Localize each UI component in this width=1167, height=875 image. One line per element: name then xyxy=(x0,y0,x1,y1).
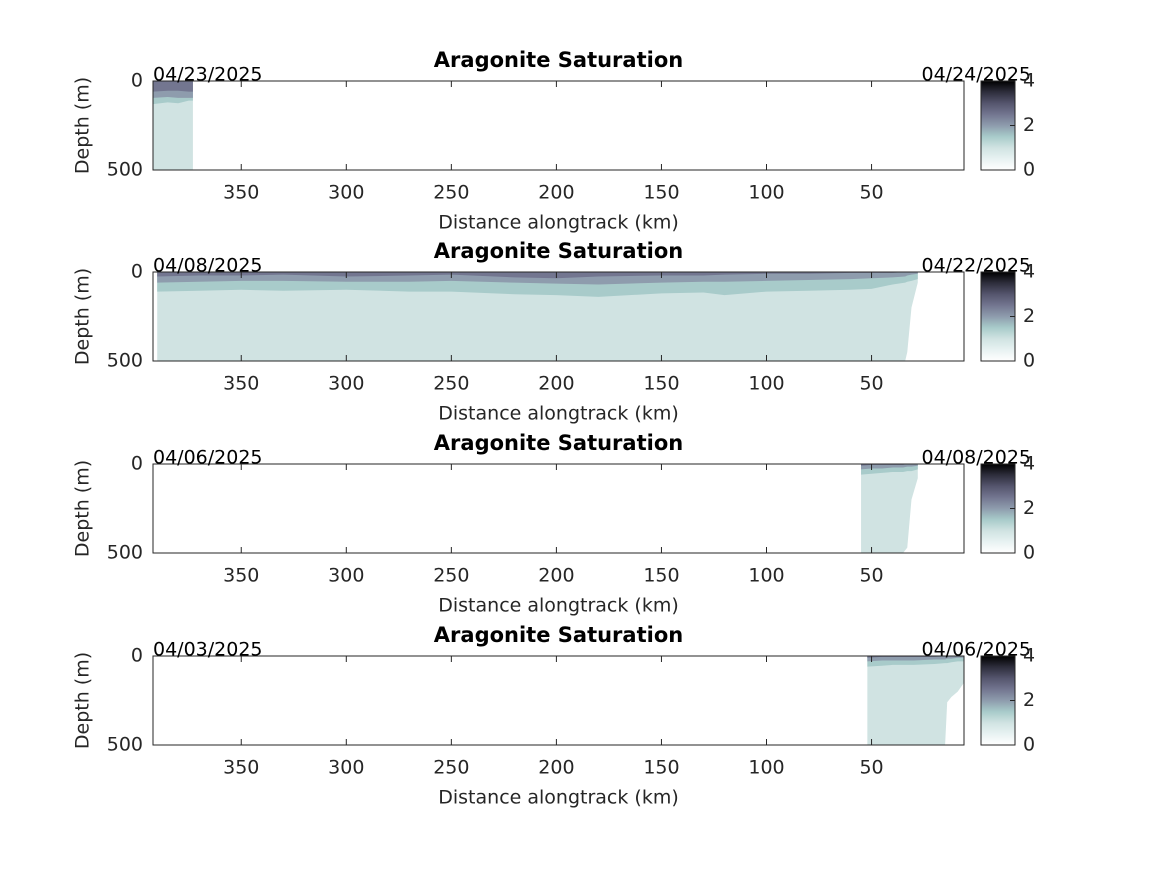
date-end: 04/06/2025 xyxy=(921,639,1031,661)
colorbar xyxy=(980,655,1016,746)
x-tick-label: 100 xyxy=(748,182,784,204)
colorbar-tick-label: 0 xyxy=(1023,350,1035,372)
axes-box xyxy=(152,655,965,746)
y-tick-label: 0 xyxy=(131,70,143,92)
contour-band xyxy=(867,656,964,745)
colorbar-tick-label: 2 xyxy=(1023,305,1035,327)
x-tick-label: 100 xyxy=(748,565,784,587)
plot-area xyxy=(153,656,964,745)
x-tick-label: 100 xyxy=(748,373,784,395)
colorbar xyxy=(980,463,1016,554)
x-tick-label: 350 xyxy=(223,373,259,395)
x-axis-label: Distance alongtrack (km) xyxy=(438,403,679,425)
colorbar-tick-label: 4 xyxy=(1023,70,1035,92)
contour-band xyxy=(157,272,918,279)
colorbar-tick-label: 2 xyxy=(1023,689,1035,711)
date-start: 04/23/2025 xyxy=(153,64,263,86)
date-end: 04/24/2025 xyxy=(921,64,1031,86)
y-tick-label: 500 xyxy=(107,350,143,372)
plot-area xyxy=(153,464,964,553)
colorbar-tick-label: 2 xyxy=(1023,114,1035,136)
x-tick-label: 50 xyxy=(859,182,883,204)
x-tick-label: 150 xyxy=(643,182,679,204)
y-axis-label: Depth (m) xyxy=(72,268,94,365)
plot-area xyxy=(153,81,964,170)
x-tick-label: 250 xyxy=(433,565,469,587)
x-tick-label: 200 xyxy=(538,373,574,395)
x-axis-label: Distance alongtrack (km) xyxy=(438,212,679,234)
x-tick-label: 250 xyxy=(433,182,469,204)
axes-box xyxy=(152,463,965,554)
chart-title: Aragonite Saturation xyxy=(434,48,683,72)
chart-title: Aragonite Saturation xyxy=(434,239,683,263)
chart-title: Aragonite Saturation xyxy=(434,623,683,647)
axes-box xyxy=(152,80,965,171)
y-axis-label: Depth (m) xyxy=(72,77,94,174)
x-axis-label: Distance alongtrack (km) xyxy=(438,787,679,809)
colorbar-tick-label: 4 xyxy=(1023,261,1035,283)
x-tick-label: 300 xyxy=(328,373,364,395)
x-tick-label: 150 xyxy=(643,373,679,395)
x-tick-label: 200 xyxy=(538,757,574,779)
x-tick-label: 50 xyxy=(859,565,883,587)
date-end: 04/08/2025 xyxy=(921,447,1031,469)
x-tick-label: 250 xyxy=(433,757,469,779)
x-tick-label: 300 xyxy=(328,565,364,587)
contour-band xyxy=(153,81,193,170)
contour-band xyxy=(153,81,193,92)
y-tick-label: 0 xyxy=(131,453,143,475)
x-tick-label: 150 xyxy=(643,757,679,779)
x-tick-label: 350 xyxy=(223,565,259,587)
y-axis-label: Depth (m) xyxy=(72,460,94,557)
x-tick-label: 150 xyxy=(643,565,679,587)
x-tick-label: 300 xyxy=(328,182,364,204)
date-start: 04/08/2025 xyxy=(153,255,263,277)
y-tick-label: 0 xyxy=(131,261,143,283)
colorbar-tick-label: 2 xyxy=(1023,497,1035,519)
x-tick-label: 200 xyxy=(538,182,574,204)
contour-band xyxy=(861,464,918,470)
x-tick-label: 200 xyxy=(538,565,574,587)
x-tick-label: 50 xyxy=(859,757,883,779)
y-tick-label: 500 xyxy=(107,542,143,564)
x-tick-label: 350 xyxy=(223,182,259,204)
x-axis-label: Distance alongtrack (km) xyxy=(438,595,679,617)
colorbar xyxy=(980,271,1016,362)
colorbar-tick-label: 0 xyxy=(1023,159,1035,181)
colorbar xyxy=(980,80,1016,171)
y-tick-label: 500 xyxy=(107,734,143,756)
date-end: 04/22/2025 xyxy=(921,255,1031,277)
y-tick-label: 500 xyxy=(107,159,143,181)
x-tick-label: 350 xyxy=(223,757,259,779)
colorbar-tick-label: 4 xyxy=(1023,645,1035,667)
contour-band xyxy=(867,656,964,662)
date-start: 04/06/2025 xyxy=(153,447,263,469)
chart-title: Aragonite Saturation xyxy=(434,431,683,455)
x-tick-label: 50 xyxy=(859,373,883,395)
date-start: 04/03/2025 xyxy=(153,639,263,661)
y-axis-label: Depth (m) xyxy=(72,652,94,749)
axes-box xyxy=(152,271,965,362)
x-tick-label: 300 xyxy=(328,757,364,779)
colorbar-tick-label: 4 xyxy=(1023,453,1035,475)
colorbar-tick-label: 0 xyxy=(1023,542,1035,564)
x-tick-label: 250 xyxy=(433,373,469,395)
colorbar-tick-label: 0 xyxy=(1023,734,1035,756)
y-tick-label: 0 xyxy=(131,645,143,667)
x-tick-label: 100 xyxy=(748,757,784,779)
contour-band xyxy=(861,464,918,553)
